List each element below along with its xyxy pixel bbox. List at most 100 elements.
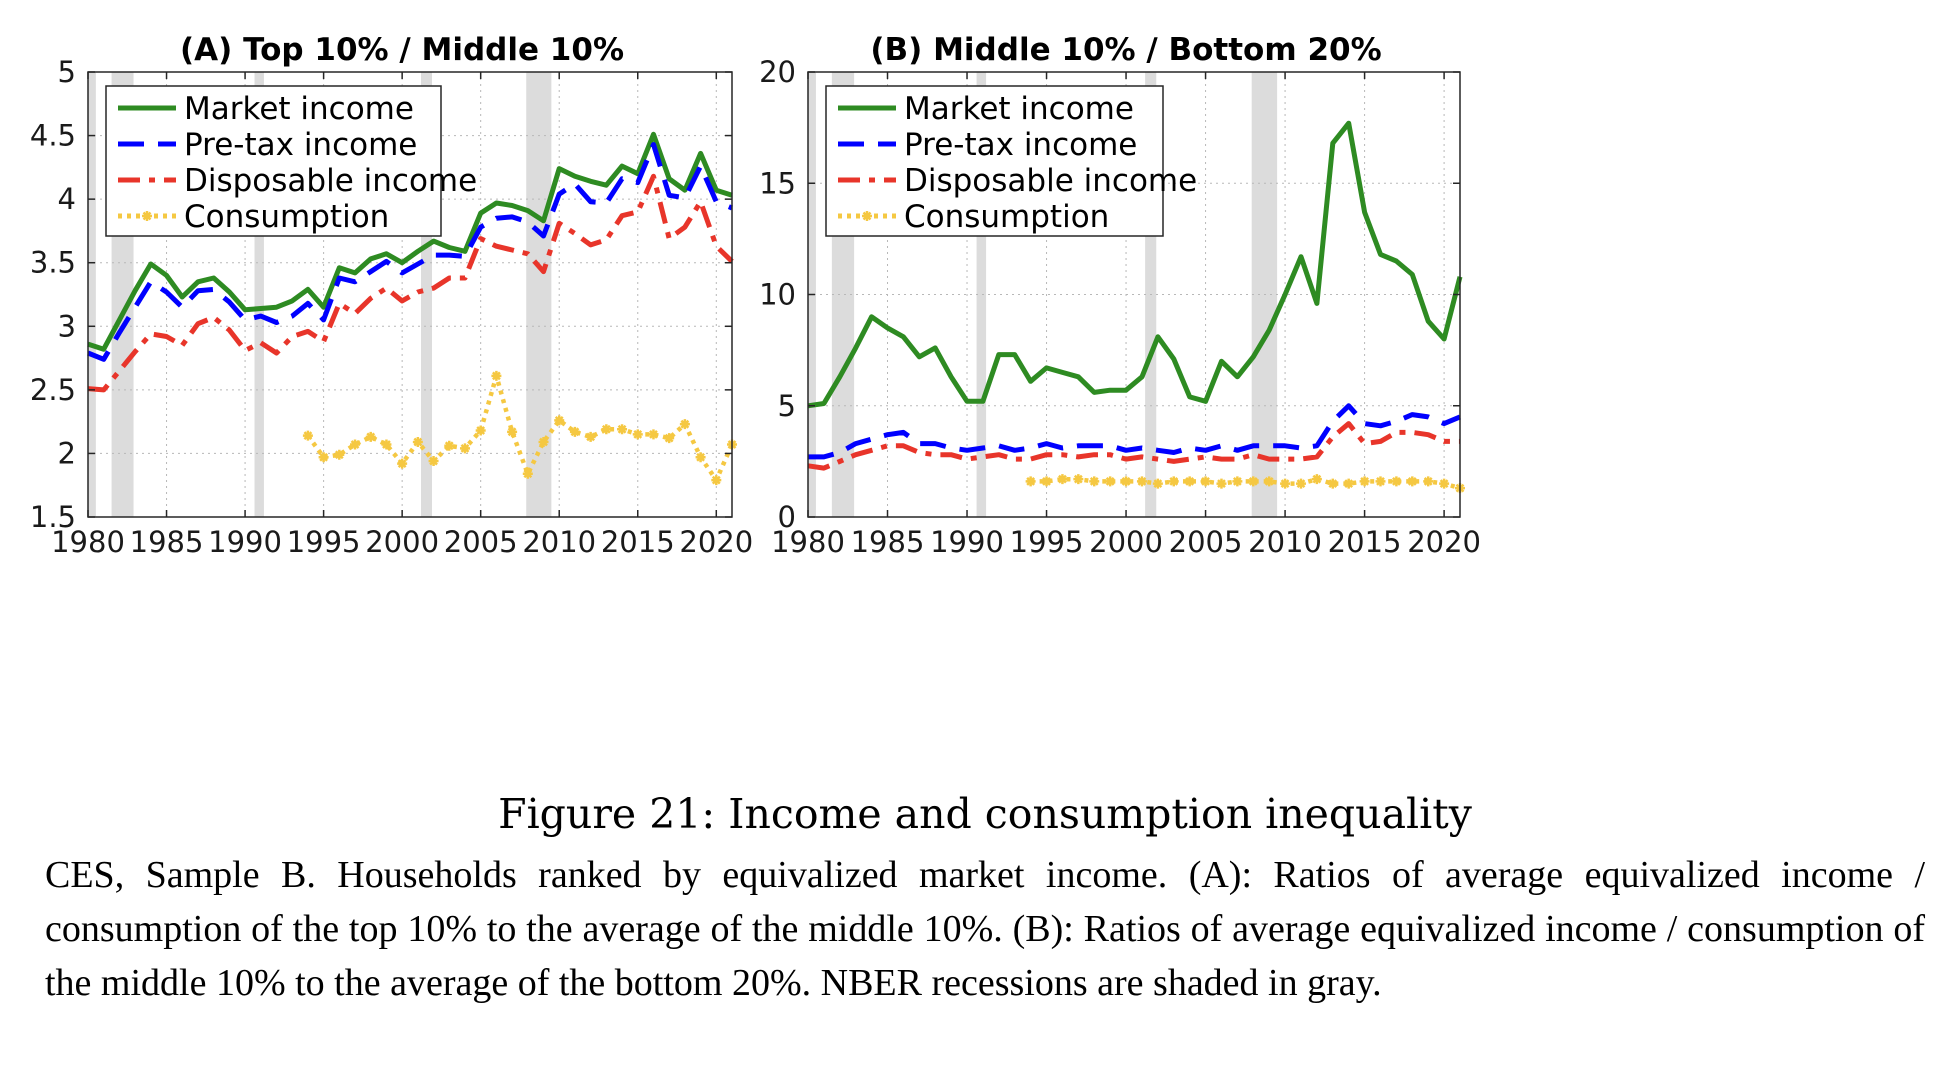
consumption-marker: [1295, 478, 1306, 489]
y-tick-label: 5: [58, 55, 76, 89]
y-tick-label: 4.5: [30, 119, 76, 153]
consumption-marker: [648, 429, 659, 440]
legend-label-disposable: Disposable income: [184, 163, 477, 199]
consumption-marker: [1216, 478, 1227, 489]
series-line-consumption: [306, 373, 735, 483]
x-tick-label: 2020: [1407, 525, 1481, 559]
consumption-marker: [632, 429, 643, 440]
x-tick-label: 1990: [208, 525, 282, 559]
consumption-marker: [491, 370, 502, 381]
y-tick-label: 20: [759, 55, 796, 89]
recession-band: [254, 72, 264, 517]
series-line-disposable: [807, 421, 1460, 471]
x-tick-label: 2010: [522, 525, 596, 559]
legend-label-consumption: Consumption: [904, 199, 1109, 235]
y-tick-label: 2.5: [30, 373, 76, 407]
x-tick-label: 2005: [1169, 525, 1243, 559]
consumption-marker: [711, 475, 722, 486]
panel-a: 1980 1985 1990 1995 2000 2005 2010 2015 2020 1.5 2…: [30, 32, 753, 559]
consumption-marker: [1407, 476, 1418, 487]
caption-title: Figure 21: Income and consumption inequa…: [498, 790, 1472, 838]
x-tick-label: 2000: [1089, 525, 1163, 559]
series-line-pretax: [87, 142, 733, 362]
consumption-marker: [1439, 478, 1450, 489]
consumption-marker: [601, 424, 612, 435]
x-tick-label: 1995: [287, 525, 361, 559]
consumption-marker: [1200, 476, 1211, 487]
legend-label-consumption: Consumption: [184, 199, 389, 235]
y-tick-label: 2: [58, 436, 76, 470]
consumption-marker: [1248, 476, 1259, 487]
axes-frame: [87, 71, 733, 518]
consumption-marker: [585, 431, 596, 442]
consumption-marker: [1168, 476, 1179, 487]
legend-label-disposable: Disposable income: [904, 163, 1197, 199]
x-tick-label: 1995: [1010, 525, 1084, 559]
legend-marker: [142, 211, 152, 221]
consumption-marker: [617, 424, 628, 435]
consumption-marker: [459, 443, 470, 454]
consumption-marker: [397, 458, 408, 469]
consumption-marker: [302, 430, 313, 441]
y-tick-label: 5: [778, 389, 796, 423]
legend-box: [825, 85, 1164, 237]
y-tick-label: 3.5: [30, 246, 76, 280]
legend-label-market: Market income: [184, 91, 414, 127]
x-tick-label: 1985: [851, 525, 925, 559]
y-tick-label: 15: [759, 166, 796, 200]
y-tick-label: 1.5: [30, 500, 76, 534]
legend-label-market: Market income: [904, 91, 1134, 127]
consumption-marker: [1121, 476, 1132, 487]
chart-title: (B) Middle 10% / Bottom 20%: [870, 32, 1381, 68]
recession-band: [420, 72, 432, 517]
series-line-pretax: [808, 403, 1461, 460]
figure: 1980 1985 1990 1995 2000 2005 2010 2015 20201.52…: [30, 32, 1481, 559]
consumption-marker: [538, 436, 549, 447]
y-tick-label: 0: [778, 500, 796, 534]
consumption-marker: [381, 439, 392, 450]
legend-box: [105, 85, 442, 237]
consumption-marker: [679, 419, 690, 430]
x-tick-label: 2010: [1248, 525, 1322, 559]
consumption-marker: [1280, 478, 1291, 489]
consumption-marker: [1041, 476, 1052, 487]
x-tick-label: 1980: [771, 525, 845, 559]
consumption-marker: [1089, 476, 1100, 487]
series-line-consumption: [1030, 476, 1461, 491]
consumption-marker: [569, 426, 580, 437]
consumption-marker: [522, 468, 533, 479]
consumption-marker: [318, 452, 329, 463]
recession-band: [526, 72, 552, 517]
x-tick-label: 2015: [1328, 525, 1402, 559]
consumption-marker: [507, 426, 518, 437]
consumption-marker: [1232, 476, 1243, 487]
x-tick-label: 2005: [444, 525, 518, 559]
consumption-marker: [695, 452, 706, 463]
consumption-marker: [1391, 476, 1402, 487]
consumption-marker: [1025, 476, 1036, 487]
series-line-market: [807, 120, 1463, 409]
consumption-marker: [428, 456, 439, 467]
consumption-marker: [1343, 478, 1354, 489]
consumption-marker: [554, 415, 565, 426]
x-tick-label: 2015: [601, 525, 675, 559]
consumption-marker: [1184, 476, 1195, 487]
figure-caption: Figure 21: Income and consumption inequa…: [45, 790, 1925, 1010]
legend-label-pretax: Pre-tax income: [904, 127, 1137, 163]
panel-b: 1980 1985 1990 1995 2000 2005 2010 2015 20200510…: [759, 32, 1481, 559]
x-tick-label: 2020: [679, 525, 753, 559]
x-tick-label: 1990: [930, 525, 1004, 559]
consumption-marker: [1105, 476, 1116, 487]
consumption-marker: [412, 436, 423, 447]
consumption-marker: [1136, 476, 1147, 487]
consumption-marker: [1073, 474, 1084, 485]
consumption-marker: [444, 440, 455, 451]
y-tick-label: 3: [58, 309, 76, 343]
legend-marker: [862, 211, 872, 221]
legend-label-pretax: Pre-tax income: [184, 127, 417, 163]
consumption-marker: [365, 431, 376, 442]
consumption-marker: [1264, 476, 1275, 487]
consumption-marker: [1152, 478, 1163, 489]
